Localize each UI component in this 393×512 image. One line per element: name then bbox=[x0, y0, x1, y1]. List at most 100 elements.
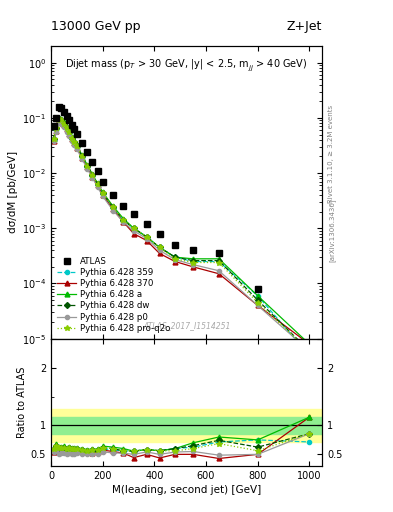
Pythia 6.428 dw bbox=[90, 172, 95, 178]
Pythia 6.428 370 bbox=[57, 117, 61, 123]
Pythia 6.428 pro-q2o bbox=[255, 300, 260, 306]
Pythia 6.428 370 bbox=[100, 192, 105, 198]
Text: Z+Jet: Z+Jet bbox=[287, 20, 322, 33]
Pythia 6.428 a bbox=[121, 216, 126, 222]
Pythia 6.428 a bbox=[67, 129, 72, 135]
ATLAS bbox=[100, 179, 105, 185]
Pythia 6.428 p0 bbox=[90, 175, 95, 181]
Pythia 6.428 359 bbox=[111, 205, 116, 211]
ATLAS bbox=[59, 105, 64, 111]
Pythia 6.428 a bbox=[72, 138, 77, 144]
Pythia 6.428 370 bbox=[191, 264, 195, 270]
ATLAS bbox=[54, 115, 59, 121]
Pythia 6.428 p0 bbox=[51, 138, 56, 144]
Pythia 6.428 370 bbox=[307, 341, 312, 347]
Pythia 6.428 a bbox=[307, 341, 312, 347]
Pythia 6.428 pro-q2o bbox=[173, 255, 177, 262]
Pythia 6.428 370 bbox=[255, 303, 260, 309]
ATLAS bbox=[80, 140, 84, 146]
ATLAS bbox=[90, 159, 95, 165]
Pythia 6.428 359 bbox=[72, 140, 77, 146]
Pythia 6.428 dw bbox=[70, 135, 74, 141]
ATLAS bbox=[111, 192, 116, 198]
Pythia 6.428 a bbox=[111, 203, 116, 209]
Pythia 6.428 a bbox=[100, 189, 105, 195]
Pythia 6.428 dw bbox=[111, 204, 116, 210]
Pythia 6.428 pro-q2o bbox=[72, 139, 77, 145]
Pythia 6.428 pro-q2o bbox=[90, 172, 95, 178]
Pythia 6.428 dw bbox=[217, 258, 221, 264]
Pythia 6.428 p0 bbox=[59, 121, 64, 127]
Pythia 6.428 pro-q2o bbox=[131, 225, 136, 231]
Pythia 6.428 359 bbox=[70, 136, 74, 142]
ATLAS bbox=[217, 250, 221, 257]
Line: Pythia 6.428 dw: Pythia 6.428 dw bbox=[51, 117, 311, 353]
Pythia 6.428 359 bbox=[85, 164, 90, 170]
Pythia 6.428 a bbox=[70, 134, 74, 140]
Pythia 6.428 370 bbox=[131, 230, 136, 237]
Pythia 6.428 359 bbox=[57, 117, 61, 123]
ATLAS bbox=[57, 103, 61, 110]
Legend: ATLAS, Pythia 6.428 359, Pythia 6.428 370, Pythia 6.428 a, Pythia 6.428 dw, Pyth: ATLAS, Pythia 6.428 359, Pythia 6.428 37… bbox=[55, 255, 173, 334]
Pythia 6.428 p0 bbox=[173, 257, 177, 263]
Line: Pythia 6.428 359: Pythia 6.428 359 bbox=[51, 118, 311, 357]
Pythia 6.428 370 bbox=[85, 164, 90, 170]
Pythia 6.428 pro-q2o bbox=[85, 163, 90, 169]
Pythia 6.428 dw bbox=[131, 225, 136, 231]
Pythia 6.428 359 bbox=[191, 259, 195, 265]
Line: ATLAS: ATLAS bbox=[51, 103, 312, 350]
Pythia 6.428 dw bbox=[85, 163, 90, 169]
Pythia 6.428 dw bbox=[100, 190, 105, 197]
Pythia 6.428 pro-q2o bbox=[95, 181, 100, 187]
Pythia 6.428 p0 bbox=[157, 247, 162, 253]
Line: Pythia 6.428 a: Pythia 6.428 a bbox=[51, 116, 312, 347]
Pythia 6.428 p0 bbox=[100, 193, 105, 199]
Pythia 6.428 370 bbox=[72, 140, 77, 146]
Pythia 6.428 dw bbox=[75, 143, 79, 149]
Text: Dijet mass (p$_{T}$ > 30 GeV, |y| < 2.5, m$_{jj}^{}$ > 40 GeV): Dijet mass (p$_{T}$ > 30 GeV, |y| < 2.5,… bbox=[65, 58, 308, 73]
Pythia 6.428 dw bbox=[307, 348, 312, 354]
Pythia 6.428 a bbox=[85, 162, 90, 168]
Pythia 6.428 pro-q2o bbox=[62, 120, 66, 126]
Pythia 6.428 370 bbox=[121, 219, 126, 225]
ATLAS bbox=[157, 230, 162, 237]
Pythia 6.428 p0 bbox=[95, 184, 100, 190]
Pythia 6.428 359 bbox=[75, 144, 79, 151]
ATLAS bbox=[255, 286, 260, 292]
Pythia 6.428 p0 bbox=[217, 268, 221, 274]
ATLAS bbox=[67, 117, 72, 123]
Pythia 6.428 pro-q2o bbox=[80, 154, 84, 160]
Pythia 6.428 359 bbox=[64, 126, 69, 133]
ATLAS bbox=[307, 344, 312, 350]
Pythia 6.428 pro-q2o bbox=[217, 260, 221, 266]
Pythia 6.428 p0 bbox=[144, 236, 149, 242]
Pythia 6.428 359 bbox=[255, 293, 260, 299]
Pythia 6.428 p0 bbox=[191, 262, 195, 268]
Pythia 6.428 pro-q2o bbox=[64, 125, 69, 131]
Pythia 6.428 359 bbox=[51, 137, 56, 143]
Pythia 6.428 dw bbox=[59, 117, 64, 123]
Pythia 6.428 p0 bbox=[307, 348, 312, 354]
Pythia 6.428 p0 bbox=[57, 120, 61, 126]
Pythia 6.428 359 bbox=[62, 122, 66, 128]
Pythia 6.428 359 bbox=[157, 244, 162, 250]
Pythia 6.428 a bbox=[51, 136, 56, 142]
Pythia 6.428 a bbox=[57, 115, 61, 121]
Pythia 6.428 p0 bbox=[67, 133, 72, 139]
Pythia 6.428 359 bbox=[67, 131, 72, 137]
Pythia 6.428 dw bbox=[64, 125, 69, 131]
Pythia 6.428 pro-q2o bbox=[100, 190, 105, 197]
Pythia 6.428 p0 bbox=[72, 142, 77, 148]
Pythia 6.428 p0 bbox=[255, 303, 260, 309]
Pythia 6.428 359 bbox=[59, 119, 64, 125]
Pythia 6.428 359 bbox=[80, 155, 84, 161]
Pythia 6.428 370 bbox=[157, 250, 162, 257]
Pythia 6.428 359 bbox=[121, 217, 126, 223]
Pythia 6.428 dw bbox=[57, 116, 61, 122]
ATLAS bbox=[70, 122, 74, 128]
Pythia 6.428 359 bbox=[144, 234, 149, 240]
ATLAS bbox=[62, 109, 66, 115]
Pythia 6.428 p0 bbox=[64, 129, 69, 135]
Pythia 6.428 370 bbox=[217, 271, 221, 277]
Pythia 6.428 dw bbox=[255, 297, 260, 303]
